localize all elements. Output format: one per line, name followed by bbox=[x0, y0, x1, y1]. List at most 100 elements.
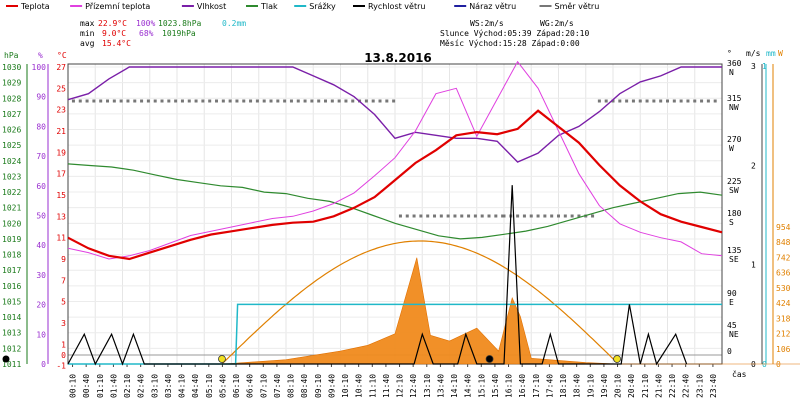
hpa-tick-label: 1018 bbox=[2, 251, 21, 260]
legend-label: Teplota bbox=[20, 2, 50, 11]
dir-tick-value: 135 bbox=[727, 246, 742, 255]
wind-direction-dot bbox=[625, 99, 629, 103]
hpa-tick-label: 1020 bbox=[2, 219, 21, 228]
wind-direction-dot bbox=[693, 99, 697, 103]
wind-direction-dot bbox=[494, 214, 498, 218]
x-tick-label: 03:10 bbox=[150, 374, 159, 398]
wind-direction-dot bbox=[480, 214, 484, 218]
wind-direction-dot bbox=[659, 99, 663, 103]
hpa-tick-label: 1023 bbox=[2, 172, 21, 181]
hpa-tick-label: 1017 bbox=[2, 266, 21, 275]
wind-direction-dot bbox=[563, 214, 567, 218]
x-tick-label: 22:40 bbox=[682, 374, 691, 398]
x-tick-label: 09:40 bbox=[327, 374, 336, 398]
x-tick-label: 06:40 bbox=[246, 374, 255, 398]
hpa-unit: hPa bbox=[4, 51, 19, 60]
wind-direction-dot bbox=[208, 99, 212, 103]
dir-tick-name: NE bbox=[729, 330, 739, 339]
x-tick-label: 00:10 bbox=[69, 374, 78, 398]
x-tick-label: 21:40 bbox=[654, 374, 663, 398]
stat-min-temp: 9.0°C bbox=[102, 29, 126, 38]
wind-direction-dot bbox=[577, 214, 581, 218]
wind-direction-dot bbox=[638, 99, 642, 103]
wind-direction-dot bbox=[85, 99, 89, 103]
x-tick-label: 07:40 bbox=[273, 374, 282, 398]
wind-direction-dot bbox=[289, 99, 293, 103]
wind-direction-dot bbox=[303, 99, 307, 103]
wind-direction-dot bbox=[310, 99, 314, 103]
wind-direction-dot bbox=[398, 214, 402, 218]
stat-max-press: 1023.8hPa bbox=[158, 19, 202, 28]
sunset-marker bbox=[613, 355, 621, 363]
degc-tick-label: 15 bbox=[56, 191, 66, 200]
wind-direction-dot bbox=[557, 214, 560, 218]
wind-direction-dot bbox=[269, 99, 273, 103]
wind-direction-dot bbox=[344, 99, 348, 103]
wm2-tick-label: 424 bbox=[776, 299, 791, 308]
wm2-tick-label: 848 bbox=[776, 238, 791, 247]
x-tick-label: 15:10 bbox=[477, 374, 486, 398]
wind-direction-dot bbox=[543, 214, 547, 218]
legend-label: Tlak bbox=[260, 2, 278, 11]
hpa-tick-label: 1025 bbox=[2, 141, 21, 150]
x-tick-label: 08:40 bbox=[300, 374, 309, 398]
dir-tick-value: 360 bbox=[727, 59, 742, 68]
stat-max-label: max bbox=[80, 19, 95, 28]
wind-direction-dot bbox=[153, 99, 157, 103]
stat-avg-label: avg bbox=[80, 39, 95, 48]
x-tick-label: 05:40 bbox=[218, 374, 227, 398]
x-tick-label: 19:40 bbox=[600, 374, 609, 398]
wind-direction-dot bbox=[706, 99, 710, 103]
wind-direction-dot bbox=[405, 214, 409, 218]
wind-direction-dot bbox=[700, 99, 704, 103]
ms-unit: m/s bbox=[746, 49, 761, 58]
x-tick-label: 04:40 bbox=[191, 374, 200, 398]
wind-direction-dot bbox=[140, 99, 144, 103]
pct-tick-label: 50 bbox=[36, 212, 46, 221]
wind-direction-dot bbox=[536, 214, 540, 218]
wind-direction-dot bbox=[106, 99, 110, 103]
x-tick-label: 20:40 bbox=[627, 374, 636, 398]
hpa-tick-label: 1019 bbox=[2, 235, 21, 244]
wind-direction-dot bbox=[215, 99, 219, 103]
wind-direction-dot bbox=[180, 99, 184, 103]
wind-direction-dot bbox=[167, 99, 171, 103]
degc-tick-label: 13 bbox=[56, 212, 66, 221]
wm2-tick-label: 106 bbox=[776, 345, 791, 354]
x-unit-label: čas bbox=[732, 369, 747, 379]
humidity-line bbox=[67, 66, 722, 163]
mm-tick-label: 0 bbox=[762, 360, 767, 369]
wm2-tick-label: 530 bbox=[776, 284, 791, 293]
wind-direction-dot bbox=[378, 99, 382, 103]
hpa-tick-label: 1014 bbox=[2, 313, 21, 322]
x-tick-label: 05:10 bbox=[205, 374, 214, 398]
stat-min-label: min bbox=[80, 29, 95, 38]
degc-tick-label: 21 bbox=[56, 127, 66, 136]
stats-block: max 22.9°C 100% 1023.8hPa 0.2mm min 9.0°… bbox=[80, 19, 589, 48]
wind-direction-dot bbox=[591, 214, 595, 218]
x-tick-label: 13:40 bbox=[436, 374, 445, 398]
degc-tick-label: 7 bbox=[61, 276, 66, 285]
ms-tick-label: 1 bbox=[751, 261, 756, 270]
legend-label: Srážky bbox=[309, 2, 336, 11]
x-tick-label: 07:10 bbox=[259, 374, 268, 398]
wind-direction-dot bbox=[611, 99, 615, 103]
wind-direction-dot bbox=[228, 99, 232, 103]
x-tick-label: 18:10 bbox=[559, 374, 568, 398]
wind-direction-dot bbox=[522, 214, 526, 218]
dir-tick-value: 225 bbox=[727, 177, 742, 186]
wind-direction-dot bbox=[597, 99, 601, 103]
wind-direction-dot bbox=[467, 214, 471, 218]
wm2-tick-label: 0 bbox=[776, 360, 781, 369]
pct-tick-label: 60 bbox=[36, 182, 46, 191]
wind-direction-dot bbox=[439, 214, 443, 218]
x-tick-label: 12:40 bbox=[409, 374, 418, 398]
x-tick-label: 17:10 bbox=[532, 374, 541, 398]
degc-tick-label: 11 bbox=[56, 234, 66, 243]
x-tick-label: 08:10 bbox=[287, 374, 296, 398]
dir-tick-name: E bbox=[729, 298, 734, 307]
x-tick-label: 20:10 bbox=[614, 374, 623, 398]
x-tick-label: 21:10 bbox=[641, 374, 650, 398]
dir-tick-value: 0 bbox=[727, 347, 732, 356]
